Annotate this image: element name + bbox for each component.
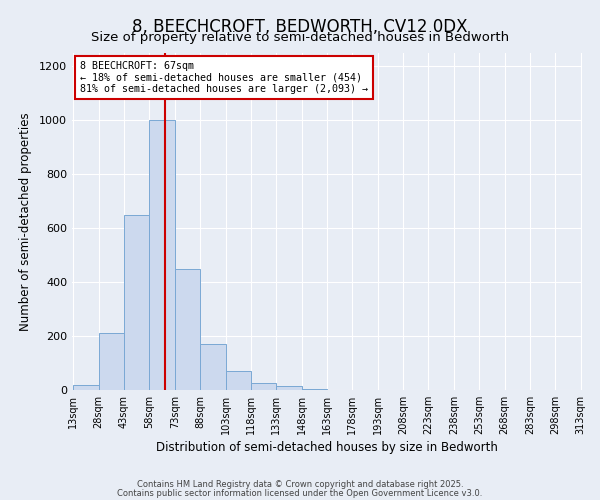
Bar [302, 388, 327, 390]
Bar [226, 371, 251, 390]
Text: Size of property relative to semi-detached houses in Bedworth: Size of property relative to semi-detach… [91, 31, 509, 44]
Y-axis label: Number of semi-detached properties: Number of semi-detached properties [19, 112, 32, 330]
Bar [276, 386, 302, 390]
Bar [73, 384, 98, 390]
Bar [149, 120, 175, 390]
Bar [124, 214, 149, 390]
Text: 8, BEECHCROFT, BEDWORTH, CV12 0DX: 8, BEECHCROFT, BEDWORTH, CV12 0DX [132, 18, 468, 36]
Text: Contains public sector information licensed under the Open Government Licence v3: Contains public sector information licen… [118, 488, 482, 498]
Bar [200, 344, 226, 390]
Bar [251, 383, 276, 390]
Bar [175, 268, 200, 390]
X-axis label: Distribution of semi-detached houses by size in Bedworth: Distribution of semi-detached houses by … [156, 441, 498, 454]
Text: Contains HM Land Registry data © Crown copyright and database right 2025.: Contains HM Land Registry data © Crown c… [137, 480, 463, 489]
Bar [98, 334, 124, 390]
Text: 8 BEECHCROFT: 67sqm
← 18% of semi-detached houses are smaller (454)
81% of semi-: 8 BEECHCROFT: 67sqm ← 18% of semi-detach… [80, 61, 368, 94]
